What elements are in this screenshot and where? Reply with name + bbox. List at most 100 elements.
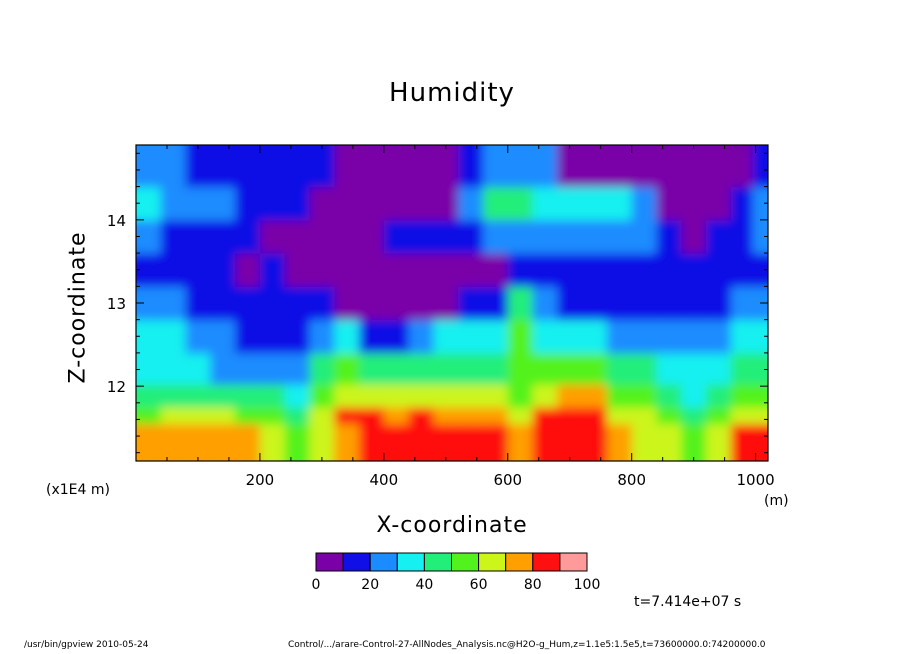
heatmap-cell: [532, 319, 558, 354]
heatmap-cell: [259, 352, 286, 385]
heatmap-cell: [557, 286, 583, 321]
footer-program: /usr/bin/gpview 2010-05-24: [24, 640, 149, 650]
chart-title: Humidity: [389, 78, 515, 108]
heatmap-cell: [752, 253, 768, 287]
heatmap-cell: [706, 406, 732, 425]
heatmap-cell: [309, 352, 335, 385]
heatmap-cell: [557, 423, 583, 461]
heatmap-cell: [210, 384, 236, 408]
heatmap-cell: [656, 319, 682, 354]
heatmap-cell: [210, 352, 236, 385]
y-axis-label: Z-coordinate: [65, 231, 91, 384]
heatmap-cell: [210, 253, 236, 287]
heatmap-cell: [185, 384, 211, 408]
heatmap-cell: [706, 384, 732, 408]
heatmap-cell: [582, 423, 608, 461]
x-unit-label: (m): [764, 493, 789, 509]
heatmap-cell: [458, 319, 484, 354]
heatmap-cell: [458, 406, 484, 425]
heatmap-cell: [482, 219, 509, 254]
colorbar-swatch: [315, 552, 344, 572]
heatmap-cell: [752, 423, 768, 461]
heatmap-cell: [681, 286, 707, 321]
heatmap-cell: [458, 384, 484, 408]
heatmap-cell: [458, 286, 484, 321]
colorbar-tick-label: 100: [574, 577, 601, 593]
heatmap-cell: [284, 384, 311, 408]
heatmap-cell: [631, 406, 658, 425]
heatmap-cell: [681, 253, 707, 287]
heatmap-cell: [235, 423, 261, 461]
heatmap-cell: [235, 406, 261, 425]
heatmap-cell: [334, 253, 360, 287]
heatmap-cell: [160, 423, 187, 461]
heatmap-cell: [532, 384, 558, 408]
heatmap-cell: [706, 319, 732, 354]
heatmap-cell: [235, 286, 261, 321]
heatmap-cell: [359, 384, 385, 408]
heatmap-cell: [185, 406, 211, 425]
heatmap-cell: [334, 286, 360, 321]
x-axis: 200 400 600 800 1000: [166, 145, 775, 489]
heatmap-cell: [631, 423, 658, 461]
heatmap-cell: [408, 186, 435, 221]
heatmap-cell: [656, 352, 682, 385]
heatmap-cell: [210, 186, 236, 221]
heatmap-cell: [482, 145, 509, 188]
heatmap-cell: [656, 406, 682, 425]
heatmap-cell: [284, 352, 311, 385]
heatmap-cell: [284, 219, 311, 254]
heatmap-cell: [433, 286, 459, 321]
heatmap-cell: [606, 384, 633, 408]
heatmap-cell: [210, 286, 236, 321]
heatmap-cell: [160, 319, 187, 354]
heatmap-cell: [507, 186, 534, 221]
heatmap-cell: [334, 219, 360, 254]
colorbar-swatch: [342, 552, 371, 572]
heatmap-cell: [334, 145, 360, 188]
heatmap-cell: [752, 352, 768, 385]
heatmap-cell: [408, 286, 435, 321]
heatmap-cell: [631, 186, 658, 221]
heatmap-cell: [582, 319, 608, 354]
heatmap-cell: [334, 352, 360, 385]
heatmap-cell: [507, 352, 534, 385]
heatmap-cell: [606, 286, 633, 321]
heatmap-cell: [730, 423, 754, 461]
y-tick-label: 13: [107, 295, 126, 313]
heatmap-cell: [383, 145, 410, 188]
heatmap-cell: [383, 406, 410, 425]
heatmap-cell: [210, 145, 236, 188]
heatmap-cell: [235, 319, 261, 354]
heatmap-cell: [359, 423, 385, 461]
heatmap-cell: [557, 253, 583, 287]
heatmap-cell: [433, 319, 459, 354]
heatmap-cell: [284, 253, 311, 287]
heatmap-cell: [383, 286, 410, 321]
heatmap-cell: [752, 319, 768, 354]
heatmap-cell: [482, 423, 509, 461]
heatmap-cell: [160, 219, 187, 254]
heatmap-cell: [136, 253, 162, 287]
heatmap-cell: [507, 406, 534, 425]
heatmap-cell: [532, 406, 558, 425]
heatmap-cell: [557, 406, 583, 425]
heatmap-cell: [284, 145, 311, 188]
heatmap-cell: [482, 384, 509, 408]
heatmap-cell: [383, 219, 410, 254]
heatmap-cell: [259, 219, 286, 254]
heatmap-cell: [706, 286, 732, 321]
y-tick-label: 14: [107, 212, 126, 230]
heatmap-cell: [681, 186, 707, 221]
x-tick-label: 800: [617, 471, 646, 489]
heatmap-cell: [606, 145, 633, 188]
heatmap-cell: [359, 186, 385, 221]
heatmap-cell: [582, 253, 608, 287]
heatmap-cell: [259, 406, 286, 425]
heatmap-cell: [433, 352, 459, 385]
colorbar-tick-label: 0: [312, 577, 321, 593]
heatmap-cell: [210, 219, 236, 254]
heatmap-cell: [606, 423, 633, 461]
y-axis: 12 13 14: [107, 152, 768, 454]
heatmap-cell: [309, 406, 335, 425]
